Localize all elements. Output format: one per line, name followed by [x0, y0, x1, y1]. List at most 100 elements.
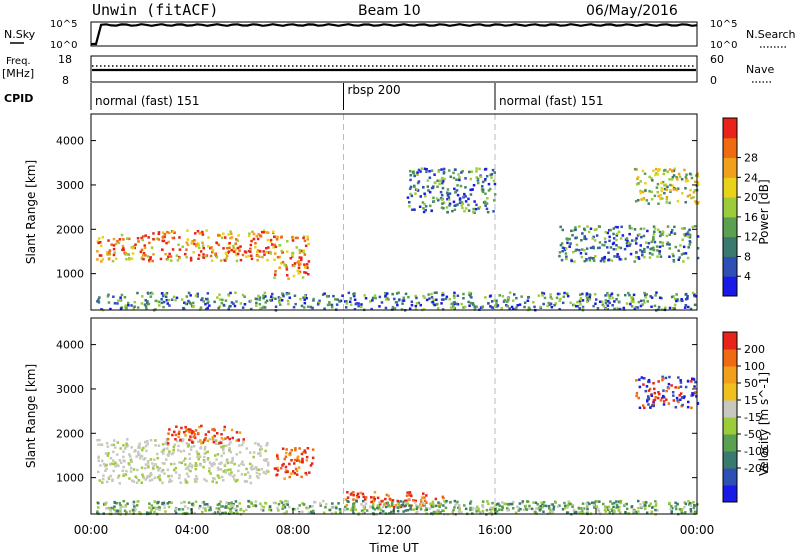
echo-cell — [543, 296, 547, 300]
echo-cell — [449, 175, 452, 178]
echo-cell — [396, 292, 399, 295]
echo-cell — [177, 508, 181, 511]
power-colorbar-label: Power [dB] — [757, 179, 771, 244]
echo-cell — [241, 293, 245, 297]
echo-cell — [144, 467, 147, 470]
echo-cell — [490, 511, 493, 514]
echo-cell — [306, 238, 310, 241]
echo-cell — [444, 297, 448, 301]
echo-cell — [274, 270, 277, 273]
echo-cell — [275, 453, 279, 457]
echo-cell — [170, 298, 174, 301]
echo-cell — [369, 506, 372, 509]
echo-cell — [445, 499, 448, 503]
nsky-panel — [90, 21, 698, 47]
echo-cell — [667, 402, 671, 405]
echo-cell — [404, 504, 407, 507]
echo-cell — [384, 497, 387, 501]
echo-cell — [498, 294, 501, 297]
echo-cell — [686, 380, 690, 383]
echo-cell — [455, 502, 458, 505]
echo-cell — [522, 508, 526, 512]
echo-cell — [656, 182, 660, 186]
echo-cell — [607, 505, 611, 508]
echo-cell — [575, 236, 578, 239]
echo-cell — [283, 477, 286, 480]
echo-cell — [146, 291, 150, 295]
echo-cell — [185, 255, 188, 259]
echo-cell — [693, 303, 697, 307]
echo-cell — [324, 506, 327, 509]
echo-cell — [655, 502, 658, 505]
echo-cell — [691, 225, 694, 229]
echo-cell — [652, 246, 655, 249]
echo-cell — [411, 208, 414, 211]
echo-cell — [588, 230, 591, 234]
echo-cell — [221, 505, 225, 508]
echo-cell — [118, 459, 122, 462]
echo-cell — [99, 241, 102, 244]
echo-cell — [150, 246, 154, 249]
echo-cell — [390, 501, 394, 504]
echo-cell — [646, 400, 649, 403]
echo-cell — [107, 452, 110, 455]
echo-cell — [686, 256, 690, 260]
echo-cell — [441, 186, 445, 190]
echo-cell — [163, 472, 166, 475]
echo-cell — [606, 508, 610, 512]
echo-cell — [608, 235, 611, 239]
echo-cell — [684, 201, 687, 204]
echo-cell — [463, 305, 467, 309]
echo-cell — [672, 399, 676, 402]
echo-cell — [463, 504, 466, 507]
echo-cell — [660, 233, 663, 236]
echo-cell — [502, 300, 506, 303]
echo-cell — [245, 447, 248, 450]
echo-cell — [207, 245, 210, 248]
echo-cell — [179, 438, 182, 442]
echo-cell — [585, 296, 589, 300]
echo-cell — [600, 300, 604, 303]
echo-cell — [162, 449, 165, 452]
echo-cell — [220, 433, 223, 436]
echo-cell — [182, 459, 186, 462]
echo-cell — [424, 205, 428, 208]
echo-cell — [245, 480, 249, 483]
colorbar-tick-label: 16 — [744, 211, 758, 224]
echo-cell — [229, 291, 232, 295]
echo-cell — [669, 507, 672, 511]
echo-cell — [224, 236, 227, 239]
colorbar-swatch — [723, 349, 737, 367]
echo-cell — [96, 510, 99, 513]
echo-cell — [112, 450, 115, 454]
echo-cell — [643, 172, 647, 175]
echo-cell — [672, 174, 676, 177]
echo-cell — [110, 243, 113, 246]
colorbar-swatch — [723, 485, 737, 503]
echo-cell — [458, 503, 461, 507]
echo-cell — [156, 237, 159, 240]
echo-cell — [186, 238, 190, 241]
echo-cell — [506, 296, 510, 300]
echo-cell — [659, 194, 662, 197]
echo-cell — [180, 501, 183, 505]
echo-cell — [194, 294, 198, 297]
colorbar-tick-label: 100 — [744, 360, 765, 373]
echo-cell — [644, 294, 647, 297]
echo-cell — [202, 300, 205, 303]
echo-cell — [171, 452, 174, 456]
echo-cell — [684, 385, 688, 389]
echo-cell — [252, 232, 256, 236]
cpid-segment-2: rbsp 200 — [348, 83, 401, 97]
echo-cell — [302, 249, 305, 252]
echo-cell — [601, 243, 604, 247]
echo-cell — [122, 474, 125, 477]
echo-cell — [485, 202, 489, 205]
echo-cell — [178, 473, 181, 477]
echo-cell — [192, 251, 195, 254]
echo-cell — [276, 506, 279, 510]
echo-cell — [642, 299, 646, 302]
echo-cell — [485, 508, 489, 512]
echo-cell — [97, 501, 100, 505]
echo-cell — [438, 505, 441, 509]
